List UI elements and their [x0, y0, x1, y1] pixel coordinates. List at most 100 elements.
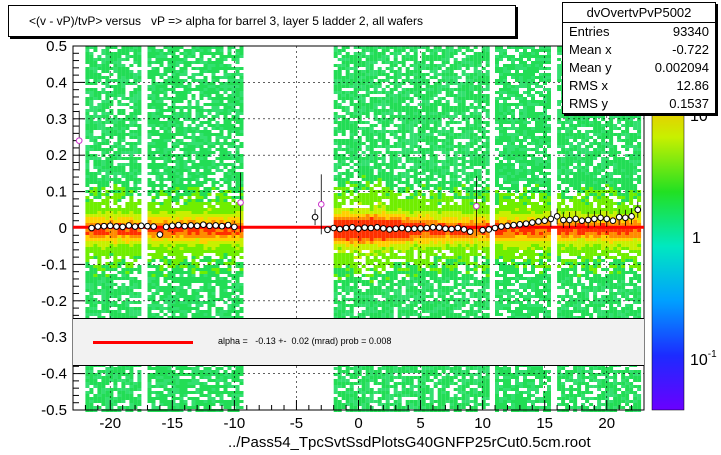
heatmap-cell	[101, 169, 106, 172]
heatmap-cell	[369, 247, 374, 250]
heatmap-cell	[85, 160, 90, 163]
heatmap-cell	[151, 265, 156, 268]
heatmap-cell	[183, 85, 188, 88]
heatmap-cell	[105, 175, 110, 178]
heatmap-cell	[117, 112, 122, 115]
heatmap-cell	[199, 202, 204, 205]
heatmap-cell	[125, 208, 130, 211]
heatmap-cell	[137, 382, 142, 385]
heatmap-cell	[361, 274, 366, 277]
heatmap-cell	[235, 388, 240, 391]
heatmap-cell	[129, 244, 134, 247]
heatmap-cell	[147, 61, 152, 64]
heatmap-cell	[215, 52, 220, 55]
heatmap-cell	[361, 310, 366, 313]
heatmap-cell	[381, 376, 386, 379]
heatmap-cell	[175, 295, 180, 298]
heatmap-cell	[129, 160, 134, 163]
heatmap-cell	[235, 238, 240, 241]
heatmap-cell	[85, 199, 90, 202]
heatmap-cell	[231, 97, 236, 100]
heatmap-cell	[133, 157, 138, 160]
heatmap-cell	[121, 94, 126, 97]
heatmap-cell	[163, 388, 168, 391]
heatmap-cell	[235, 52, 240, 55]
heatmap-cell	[341, 91, 346, 94]
heatmap-cell	[171, 280, 176, 283]
heatmap-cell	[231, 286, 236, 289]
heatmap-cell	[151, 304, 156, 307]
heatmap-cell	[137, 403, 142, 406]
heatmap-cell	[93, 148, 98, 151]
heatmap-cell	[121, 130, 126, 133]
heatmap-cell	[159, 136, 164, 139]
heatmap-cell	[333, 271, 338, 274]
heatmap-cell	[381, 58, 386, 61]
heatmap-cell	[349, 262, 354, 265]
heatmap-cell	[105, 394, 110, 397]
heatmap-cell	[171, 199, 176, 202]
heatmap-cell	[231, 274, 236, 277]
heatmap-cell	[105, 376, 110, 379]
heatmap-cell	[97, 241, 102, 244]
heatmap-cell	[369, 250, 374, 253]
heatmap-cell	[333, 118, 338, 121]
heatmap-cell	[203, 109, 208, 112]
heatmap-cell	[211, 211, 216, 214]
heatmap-cell	[361, 391, 366, 394]
heatmap-cell	[337, 202, 342, 205]
heatmap-cell	[159, 259, 164, 262]
heatmap-cell	[187, 229, 192, 232]
heatmap-cell	[93, 187, 98, 190]
heatmap-cell	[223, 313, 228, 316]
heatmap-cell	[377, 139, 382, 142]
heatmap-cell	[159, 184, 164, 187]
heatmap-cell	[211, 76, 216, 79]
heatmap-cell	[183, 379, 188, 382]
heatmap-cell	[85, 376, 90, 379]
heatmap-cell	[191, 208, 196, 211]
heatmap-cell	[85, 214, 90, 217]
heatmap-cell	[163, 130, 168, 133]
heatmap-cell	[207, 163, 212, 166]
heatmap-cell	[105, 118, 110, 121]
heatmap-cell	[235, 100, 240, 103]
heatmap-cell	[171, 70, 176, 73]
heatmap-cell	[93, 238, 98, 241]
heatmap-cell	[129, 403, 134, 406]
heatmap-cell	[97, 220, 102, 223]
heatmap-cell	[353, 151, 358, 154]
heatmap-cell	[377, 292, 382, 295]
heatmap-cell	[341, 67, 346, 70]
heatmap-cell	[361, 406, 366, 409]
heatmap-cell	[97, 97, 102, 100]
heatmap-cell	[211, 250, 216, 253]
heatmap-cell	[147, 247, 152, 250]
heatmap-cell	[179, 271, 184, 274]
heatmap-cell	[219, 244, 224, 247]
heatmap-cell	[353, 46, 358, 49]
heatmap-cell	[333, 259, 338, 262]
heatmap-cell	[183, 148, 188, 151]
heatmap-cell	[211, 106, 216, 109]
heatmap-cell	[199, 193, 204, 196]
heatmap-cell	[129, 205, 134, 208]
heatmap-cell	[345, 289, 350, 292]
heatmap-cell	[89, 178, 94, 181]
heatmap-cell	[361, 73, 366, 76]
heatmap-cell	[369, 199, 374, 202]
heatmap-cell	[109, 178, 114, 181]
heatmap-cell	[147, 178, 152, 181]
heatmap-cell	[133, 232, 138, 235]
heatmap-cell	[171, 406, 176, 409]
heatmap-cell	[381, 160, 386, 163]
heatmap-cell	[381, 244, 386, 247]
heatmap-cell	[227, 286, 232, 289]
heatmap-cell	[223, 301, 228, 304]
heatmap-cell	[215, 79, 220, 82]
heatmap-cell	[187, 310, 192, 313]
heatmap-cell	[341, 223, 346, 226]
heatmap-cell	[199, 130, 204, 133]
heatmap-cell	[199, 172, 204, 175]
heatmap-cell	[167, 76, 172, 79]
